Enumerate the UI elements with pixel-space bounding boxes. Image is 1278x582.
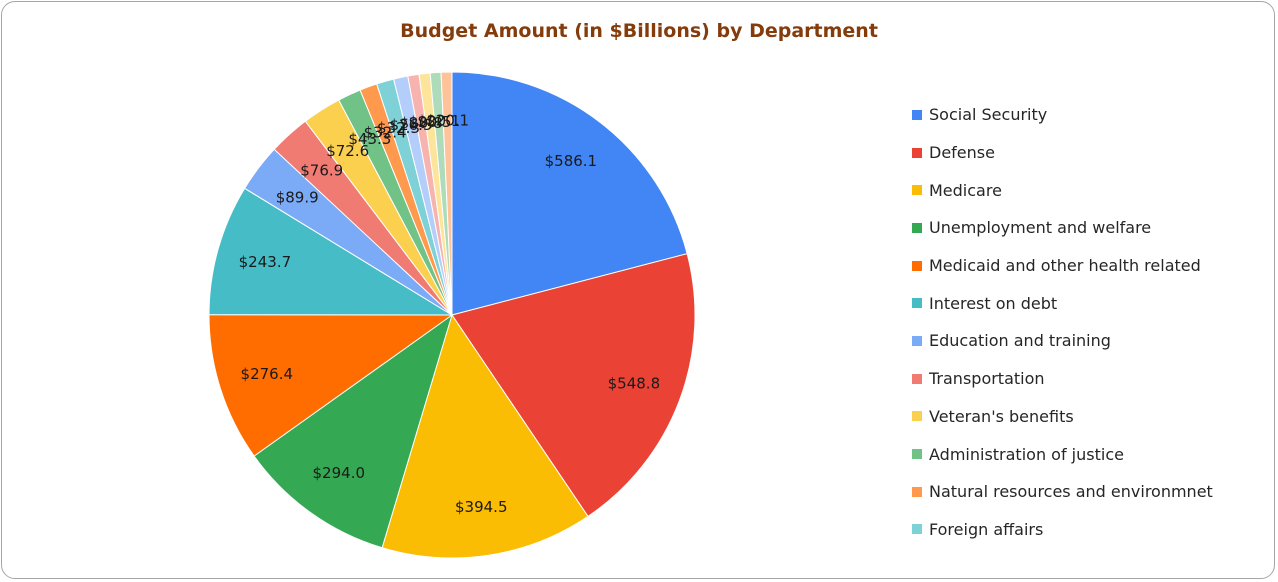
pie-slice xyxy=(451,253,696,518)
pie-slice xyxy=(208,314,454,457)
slice-data-label: $76.9 xyxy=(300,162,343,180)
legend-label: Defense xyxy=(929,143,995,163)
pie-slice xyxy=(208,187,454,316)
legend-swatch xyxy=(912,486,922,497)
legend-swatch xyxy=(912,524,922,535)
slice-data-label: $548.8 xyxy=(608,375,661,393)
slice-data-label: $89.9 xyxy=(276,188,319,206)
slice-data-label: $20.5 xyxy=(409,113,452,131)
slice-data-label: $20.1 xyxy=(426,112,469,130)
legend-item: Defense xyxy=(912,134,1213,172)
legend-label: Social Security xyxy=(929,105,1048,125)
legend-label: Unemployment and welfare xyxy=(929,218,1152,238)
legend-label: Education and training xyxy=(929,331,1111,351)
slice-data-label: $72.6 xyxy=(326,142,369,160)
legend-label: Medicaid and other health related xyxy=(929,256,1201,276)
slice-data-label: $20.8 xyxy=(400,114,443,132)
legend-label: Medicare xyxy=(929,180,1002,200)
data-labels: $586.1 $548.8 $394.5 $294.0 $276.4 $243.7 $89.… xyxy=(239,112,660,517)
legend-label: Interest on debt xyxy=(929,293,1058,313)
pie-slice xyxy=(381,313,589,559)
legend: Social Security Defense Medicare Unemployme… xyxy=(912,96,1213,548)
slice-data-label: $394.5 xyxy=(455,498,508,516)
slice-data-label: $294.0 xyxy=(313,464,366,482)
legend-item: Transportation xyxy=(912,360,1213,398)
legend-label: Natural resources and environmnet xyxy=(929,482,1213,502)
legend-item: Education and training xyxy=(912,322,1213,360)
legend-swatch xyxy=(912,147,922,158)
legend-label: Veteran's benefits xyxy=(929,406,1074,426)
legend-label: Administration of justice xyxy=(929,444,1124,464)
legend-swatch xyxy=(912,109,922,120)
slice-data-label: $243.7 xyxy=(239,253,292,271)
chart-title: Budget Amount (in $Billions) by Departme… xyxy=(400,20,878,42)
legend-swatch xyxy=(912,222,922,233)
legend-label: Foreign affairs xyxy=(929,519,1044,539)
legend-swatch xyxy=(912,411,922,422)
legend-item: Medicare xyxy=(912,171,1213,209)
slice-data-label: $43.3 xyxy=(348,130,391,148)
legend-item: Veteran's benefits xyxy=(912,398,1213,436)
pie-slice xyxy=(440,71,453,316)
slice-data-label: $32.3 xyxy=(377,119,420,137)
legend-swatch xyxy=(912,373,922,384)
slice-data-label: $32.4 xyxy=(364,123,407,141)
pie-slice xyxy=(451,71,688,316)
legend-item: Social Security xyxy=(912,96,1213,134)
legend-swatch xyxy=(912,335,922,346)
slice-data-label: $276.4 xyxy=(241,365,294,383)
slice-data-label: $20.1 xyxy=(417,112,460,130)
legend-item: Administration of justice xyxy=(912,435,1213,473)
legend-swatch xyxy=(912,449,922,460)
legend-label: Transportation xyxy=(929,369,1045,389)
pie-slice xyxy=(253,313,453,549)
legend-swatch xyxy=(912,260,922,271)
legend-item: Medicaid and other health related xyxy=(912,247,1213,285)
legend-item: Unemployment and welfare xyxy=(912,209,1213,247)
legend-swatch xyxy=(912,185,922,196)
slice-data-label: $586.1 xyxy=(545,152,598,170)
legend-item: Foreign affairs xyxy=(912,511,1213,549)
legend-item: Interest on debt xyxy=(912,284,1213,322)
slice-data-label: $26.5 xyxy=(389,116,432,134)
legend-swatch xyxy=(912,298,922,309)
legend-item: Natural resources and environmnet xyxy=(912,473,1213,511)
